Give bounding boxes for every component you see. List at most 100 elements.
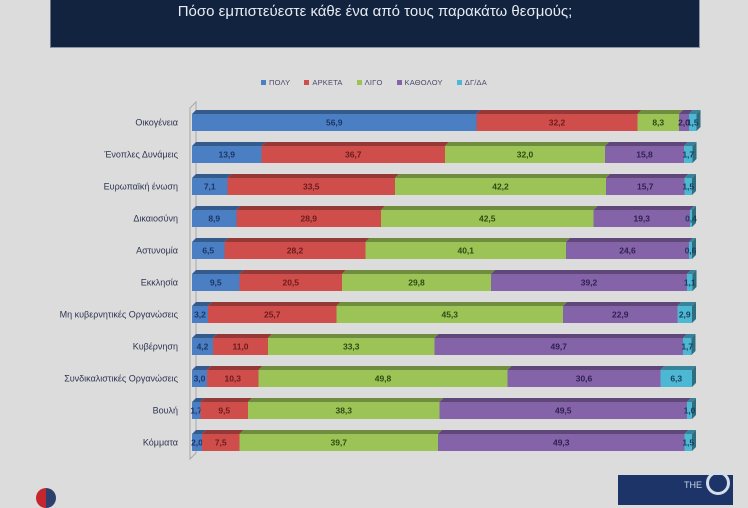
bar-segment-top [445,142,609,146]
bar-segment [239,434,438,451]
bar-segment-top [684,430,696,434]
data-label: 28,2 [287,246,304,256]
data-label: 49,5 [555,406,572,416]
bar-segment-top [491,270,691,274]
bar-row: Δικαιοσύνη 8,9 28,9 42,5 19,3 0,4 [133,206,697,227]
bar-segment [445,146,605,163]
bar-segment-top [227,174,399,178]
data-label: 40,1 [457,246,474,256]
left-logo-icon [36,488,56,508]
category-label: Δικαιοσύνη [133,214,178,224]
bar-segment-top [687,398,696,402]
legend-item: ΠΟΛΥ [261,78,290,87]
data-label: 28,9 [300,214,317,224]
bar-segment [192,338,213,355]
bar-segment [677,306,692,323]
bar-segment-top [192,206,241,210]
bar-segment [566,242,689,259]
bar-segment-top [677,302,696,306]
bar-end-cap [692,238,696,259]
bar-segment-top [689,110,701,114]
bar-row: Αστυνομία 6,5 28,2 40,1 24,6 0,6 [136,238,697,259]
bar-end-cap [691,334,696,355]
data-label: 15,8 [636,150,653,160]
bar-segment-top [261,142,449,146]
legend-label: ΠΟΛΥ [269,78,291,87]
bar-segment-top [476,110,642,114]
bar-segment-top [605,142,688,146]
bar-segment [207,370,259,387]
category-label: Βουλή [153,406,178,416]
bar-segment [491,274,687,291]
bar-segment [192,242,225,259]
data-label: 3,2 [194,310,206,320]
bar-segment [434,338,683,355]
bar-segment-top [192,398,205,402]
chart-legend: ΠΟΛΥ ΑΡΚΕΤΑ ΛΙΓΟ ΚΑΘΟΛΟΥ ΔΓ/ΔΑ [0,78,748,87]
bar-segment-top [566,238,693,242]
bar-segment-top [192,110,481,114]
category-label: Συνδικαλιστικές Οργανώσεις [64,374,178,384]
bar-segment [689,114,697,131]
data-label: 7,1 [204,182,216,192]
bar-end-cap [692,302,696,323]
bar-end-cap [692,142,697,163]
bar-segment-top [637,110,683,114]
bar-segment-top [224,238,370,242]
data-label: 0,4 [685,214,697,224]
data-label: 56,9 [326,118,343,128]
bar-segment-top [239,270,346,274]
bar-segment [208,306,337,323]
bar-segment-top [593,206,694,210]
data-label: 25,7 [264,310,281,320]
bar-segment-top [200,398,252,402]
data-label: 1,5 [687,118,699,128]
data-label: 19,3 [633,214,650,224]
bar-segment [439,402,687,419]
data-label: 8,9 [208,214,220,224]
bar-segment [258,370,508,387]
bar-segment [192,274,240,291]
bar-segment [261,146,445,163]
bar-segment [342,274,491,291]
legend-item: ΚΑΘΟΛΟΥ [396,78,443,87]
bar-segment [687,402,692,419]
data-label: 13,9 [218,150,235,160]
category-label: Ευρωπαϊκή ένωση [104,182,178,192]
bar-segment-top [192,430,206,434]
data-label: 1,0 [684,406,696,416]
bar-segment [660,370,692,387]
bar-segment [200,402,248,419]
bar-segment [236,210,381,227]
category-label: Μη κυβερνητικές Οργανώσεις [60,310,179,320]
bar-row: Βουλή 1,7 9,5 38,3 49,5 1,0 [153,398,696,419]
bar-segment [268,338,435,355]
bar-segment-top [258,366,512,370]
bar-segment-top [606,174,689,178]
bar-segment-top [365,238,570,242]
data-label: 32,2 [549,118,566,128]
legend-label: ΛΙΓΟ [364,78,383,87]
bar-segment-top [192,142,266,146]
bar-segment [605,146,684,163]
bar-segment-top [192,270,244,274]
bar-segment [336,306,563,323]
bar-segment-top [192,366,211,370]
bar-segment [563,306,678,323]
bar-segment-top [563,302,682,306]
bar-end-cap [692,398,696,419]
data-label: 49,8 [375,374,392,384]
category-label: Αστυνομία [136,246,178,256]
bar-segment [248,402,440,419]
bar-segment [381,210,594,227]
legend-item: ΛΙΓΟ [356,78,383,87]
axis-wall [189,100,197,461]
data-label: 33,3 [343,342,360,352]
data-label: 1,7 [682,150,694,160]
legend-swatch-icon [304,80,310,85]
data-label: 36,7 [345,150,362,160]
data-label: 1,7 [681,342,693,352]
data-label: 1,1 [684,278,696,288]
bar-segment-top [690,206,696,210]
bar-segment [684,146,693,163]
